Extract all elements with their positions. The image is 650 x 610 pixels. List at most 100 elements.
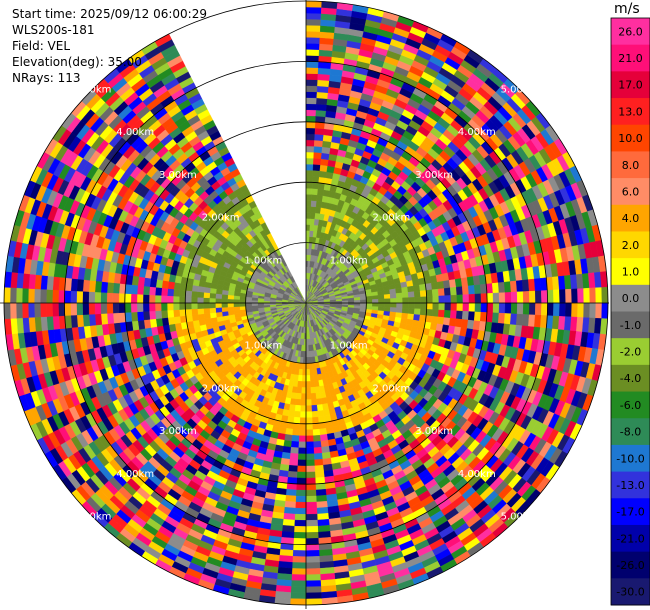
range-gate [124, 302, 132, 313]
range-gate [314, 470, 325, 479]
range-gate [408, 297, 415, 304]
range-gate [293, 416, 301, 424]
range-gate [167, 281, 176, 290]
range-gate [305, 30, 321, 38]
range-gate [281, 531, 295, 539]
range-gate [305, 55, 320, 62]
range-gate [288, 458, 299, 467]
range-gate [305, 97, 317, 105]
range-gate [251, 305, 259, 309]
range-gate [408, 302, 415, 309]
range-gate [305, 218, 311, 225]
range-gate [305, 459, 315, 467]
range-gate [305, 507, 318, 515]
range-gate [282, 518, 295, 527]
range-gate [498, 292, 506, 304]
range-gate [317, 79, 330, 88]
range-gate [64, 302, 72, 316]
range-gate [426, 296, 434, 304]
range-gate [313, 380, 320, 388]
range-gate [311, 194, 318, 202]
range-gate [9, 302, 17, 319]
range-gate [94, 302, 102, 315]
range-gate [305, 556, 320, 563]
range-gate [142, 285, 151, 296]
range-gate [305, 574, 321, 582]
range-gate [383, 289, 391, 296]
range-gate [3, 302, 11, 320]
range-gate [284, 433, 293, 442]
range-gate [292, 544, 307, 551]
range-gate [366, 302, 373, 307]
range-gate [436, 281, 445, 290]
range-gate [313, 374, 319, 382]
range-gate [305, 67, 319, 75]
range-gate [310, 398, 317, 406]
range-gate [295, 501, 307, 509]
range-gate [82, 291, 90, 304]
range-gate [305, 369, 311, 376]
range-gate [15, 287, 23, 304]
range-gate [449, 286, 458, 296]
range-gate [299, 411, 307, 419]
range-gate [88, 313, 97, 326]
range-gate [191, 314, 199, 322]
range-gate [148, 302, 156, 312]
range-gate [354, 299, 361, 304]
range-gate [305, 375, 311, 382]
range-gate [583, 302, 591, 319]
range-gate [297, 459, 307, 467]
range-gate [438, 302, 446, 311]
range-gate [76, 314, 84, 328]
range-gate [305, 43, 320, 50]
range-gate [413, 290, 421, 298]
range-gate [305, 381, 311, 388]
range-gate [319, 164, 328, 173]
range-gate [437, 288, 445, 297]
range-gate [295, 392, 302, 400]
range-gate [130, 293, 138, 304]
range-gate [432, 295, 440, 304]
range-gate [227, 310, 235, 316]
range-gate [70, 278, 78, 292]
range-gate [317, 73, 331, 81]
range-gate [595, 287, 603, 304]
range-gate [313, 446, 323, 455]
range-gate [124, 293, 132, 304]
range-gate [583, 287, 591, 304]
range-gate [112, 292, 120, 304]
range-gate [305, 73, 319, 81]
range-gate [312, 170, 321, 178]
range-gate [154, 310, 163, 320]
range-gate [160, 287, 169, 296]
range-gate [209, 297, 216, 304]
range-gate [118, 292, 126, 304]
range-gate [298, 429, 307, 437]
range-gate [136, 311, 145, 321]
range-gate [289, 446, 299, 455]
range-gate [313, 452, 323, 461]
range-gate [300, 393, 307, 400]
range-gate [185, 308, 193, 316]
range-gate [395, 292, 403, 299]
range-gate [290, 580, 307, 588]
range-gate [154, 302, 162, 312]
range-gate [353, 297, 361, 301]
range-gate [305, 435, 314, 443]
range-gate [437, 309, 445, 318]
range-gate [281, 525, 295, 533]
range-gate [503, 281, 512, 293]
range-gate [462, 302, 470, 312]
range-gate [82, 279, 91, 292]
range-gate [315, 109, 327, 118]
range-gate [314, 386, 321, 394]
range-gate [301, 381, 307, 388]
range-gate [295, 489, 307, 497]
range-gate [547, 302, 554, 317]
range-gate [291, 428, 300, 436]
range-gate [184, 296, 192, 304]
range-gate [301, 387, 307, 394]
range-gate [443, 310, 452, 319]
range-gate [233, 306, 241, 311]
range-gate [311, 188, 319, 196]
